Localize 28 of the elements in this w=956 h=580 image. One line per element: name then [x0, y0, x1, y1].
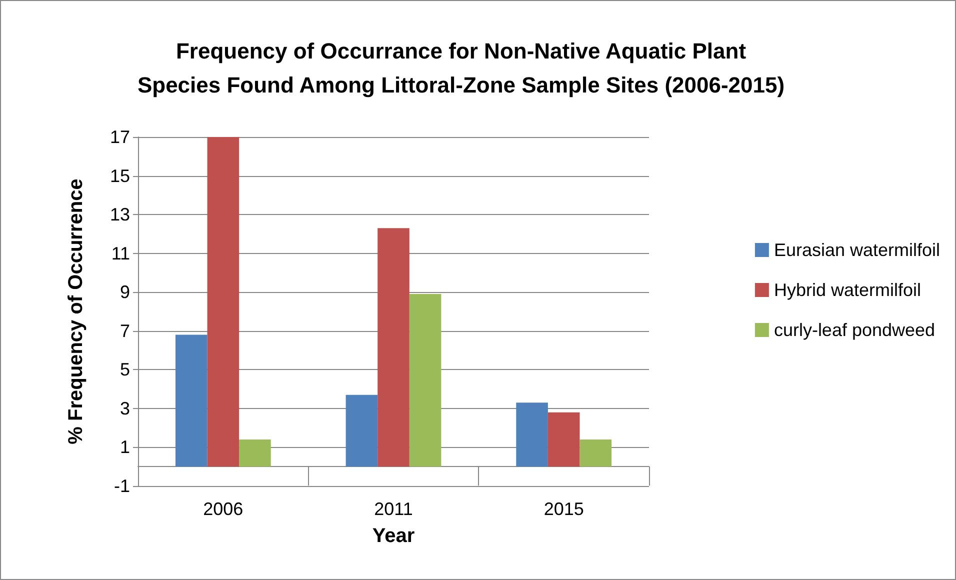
bar	[580, 439, 612, 467]
x-axis-title: Year	[372, 525, 415, 547]
bar	[346, 394, 378, 467]
y-tick-label: 11	[111, 243, 130, 264]
y-tick-label: 1	[120, 437, 130, 458]
bar	[516, 402, 548, 467]
y-axis-title: % Frequency of Occurrence	[65, 178, 87, 444]
bar	[409, 294, 442, 467]
y-tick-label: 15	[110, 166, 130, 186]
x-tick-label: 2015	[544, 499, 584, 519]
x-tick-label: 2006	[203, 499, 244, 519]
y-tick-label: 3	[120, 398, 130, 418]
bar	[548, 412, 580, 467]
bar	[207, 137, 240, 467]
y-tick-label: 17	[110, 127, 130, 147]
y-tick-label: 13	[110, 204, 130, 225]
y-tick-label: -1	[114, 476, 130, 496]
legend-label: curly-leaf pondweed	[774, 320, 936, 340]
legend-label: Eurasian watermilfoil	[774, 240, 940, 260]
y-tick-label: 5	[120, 360, 130, 380]
chart-title: Frequency of Occurrance for Non-Native Aquatic Plant Species Found Among Littoral-Zone Sample Sites (2006-2015)	[137, 38, 785, 98]
bar	[175, 334, 208, 467]
y-tick-label: 7	[120, 320, 130, 341]
bar	[239, 439, 271, 467]
x-tick-label: 2011	[374, 499, 413, 519]
bar	[378, 228, 410, 467]
y-tick-label: 9	[120, 282, 130, 302]
legend-label: Hybrid watermilfoil	[774, 280, 921, 300]
